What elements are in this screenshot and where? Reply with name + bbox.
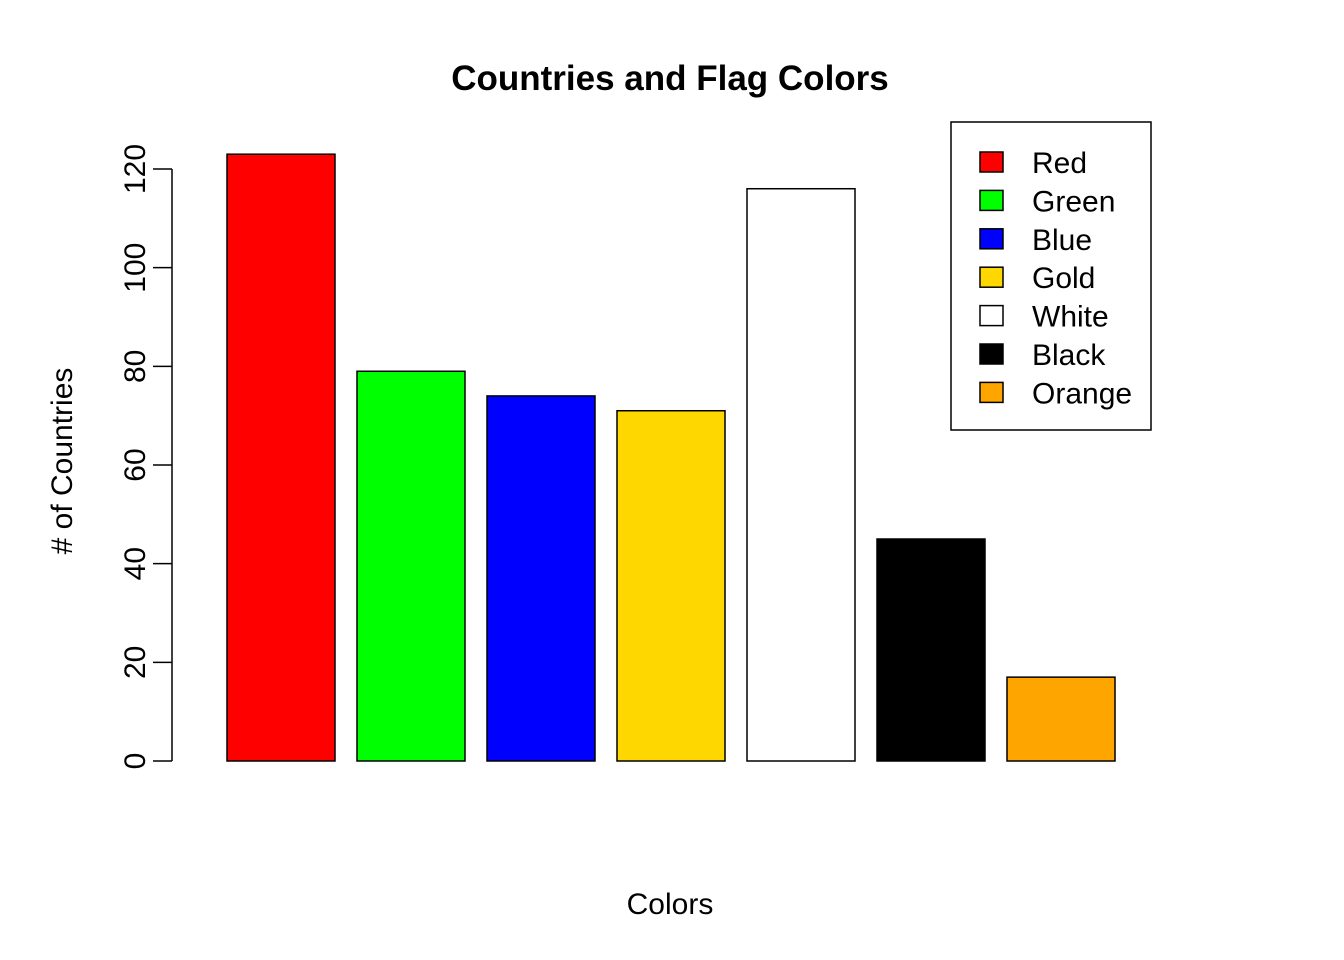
legend-swatch-black — [979, 343, 1004, 365]
y-tick-label: 20 — [119, 646, 152, 679]
y-tick-label: 100 — [119, 243, 152, 293]
bar-gold — [616, 409, 726, 762]
legend-label-blue: Blue — [1032, 224, 1092, 257]
y-axis: 0 20 40 60 80 100 120 — [119, 144, 173, 770]
legend-entries: Red Green Blue Gold White Black Orange — [979, 147, 1132, 410]
legend-label-red: Red — [1032, 147, 1087, 180]
bar-blue — [486, 395, 596, 762]
legend-swatch-orange — [979, 381, 1004, 404]
legend-swatch-white — [979, 304, 1004, 327]
bar-white — [746, 187, 856, 762]
bar-green — [356, 370, 466, 762]
legend-swatch-blue — [979, 228, 1004, 250]
legend-label-orange: Orange — [1032, 377, 1132, 410]
legend-label-black: Black — [1032, 339, 1106, 372]
x-axis-label: Colors — [627, 888, 714, 921]
chart-title: Countries and Flag Colors — [451, 59, 889, 98]
bar-red — [226, 153, 336, 762]
bar-black — [876, 538, 986, 762]
bar-orange — [1006, 676, 1116, 762]
y-tick-label: 0 — [119, 753, 152, 770]
legend-swatch-green — [979, 189, 1004, 212]
y-tick-label: 40 — [119, 547, 152, 580]
legend-label-white: White — [1032, 301, 1109, 334]
bars-group — [226, 153, 1116, 762]
y-axis-label: # of Countries — [46, 368, 79, 555]
y-tick-label: 120 — [119, 144, 152, 194]
legend: Red Green Blue Gold White Black Orange — [950, 121, 1152, 431]
legend-label-gold: Gold — [1032, 262, 1095, 295]
y-tick-label: 60 — [119, 448, 152, 481]
legend-label-green: Green — [1032, 185, 1115, 218]
y-tick-label: 80 — [119, 350, 152, 383]
legend-swatch-red — [979, 151, 1004, 173]
legend-swatch-gold — [979, 266, 1004, 288]
